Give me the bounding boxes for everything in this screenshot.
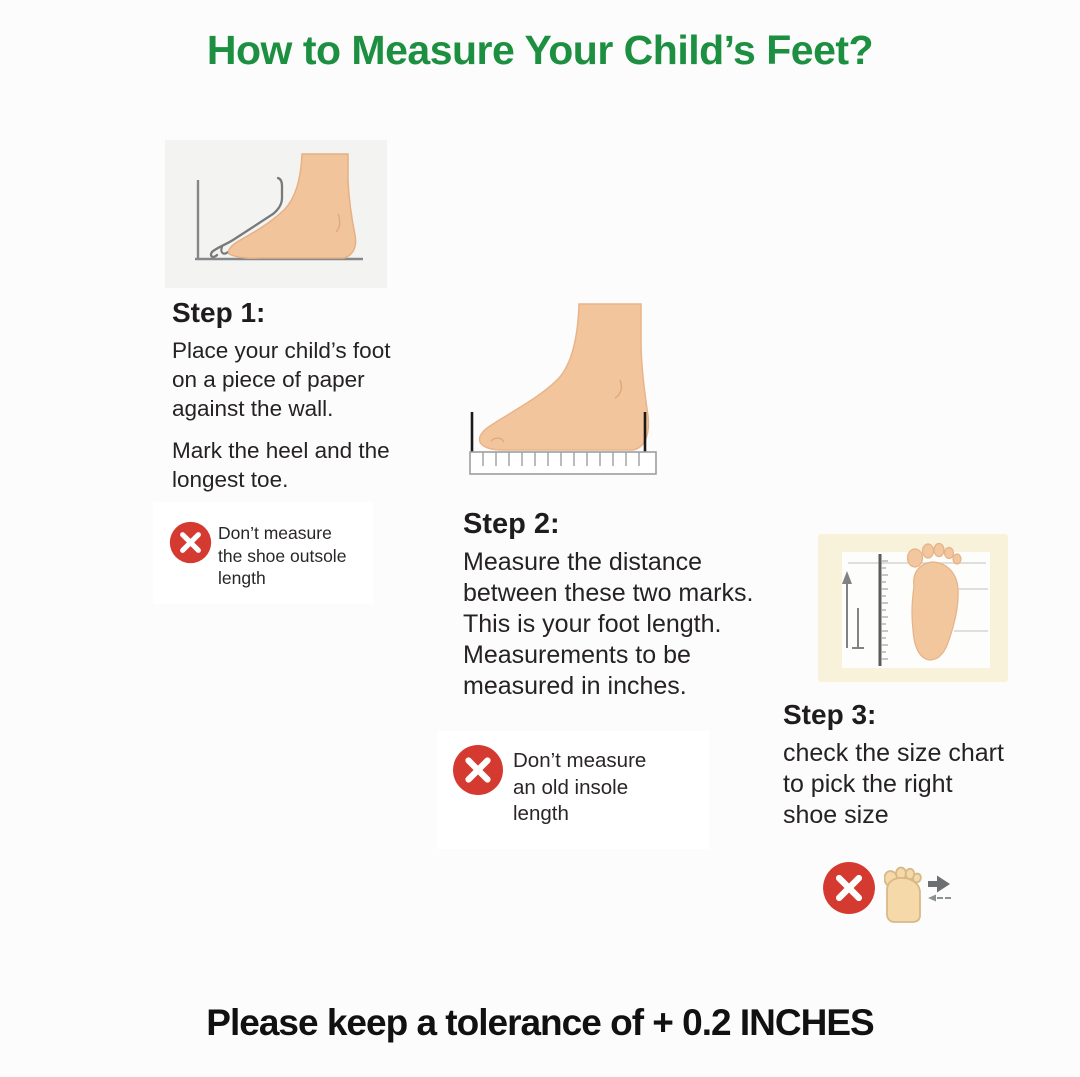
warning-text-block: Don’t measure the shoe outsole length xyxy=(218,523,347,588)
step1-illustration xyxy=(165,140,387,288)
step2-line: measured in inches. xyxy=(463,672,687,700)
step2-heading: Step 2: xyxy=(463,508,560,540)
step2-illustration xyxy=(455,300,705,478)
board-ruler-ticks xyxy=(882,560,888,660)
measure-arrow-icon xyxy=(842,571,864,649)
foot-on-ruler-icon xyxy=(469,303,657,475)
tolerance-note: Please keep a tolerance of + 0.2 INCHES xyxy=(206,1002,874,1043)
warning-shoe-outsole: Don’t measure the shoe outsole length xyxy=(153,502,373,604)
warning-old-insole: Don’t measure an old insole length xyxy=(437,731,709,849)
step2-line: between these two marks. xyxy=(463,579,754,607)
page-title: How to Measure Your Child’s Feet? xyxy=(206,27,874,73)
foot-side-shape xyxy=(227,153,357,259)
step1-line: Place your child’s foot xyxy=(172,338,391,363)
red-cross-icon xyxy=(822,861,876,915)
step3-line: to pick the right xyxy=(783,770,953,798)
fit-arrows-icon xyxy=(927,874,953,904)
step1-text-block: Step 1: Place your child’s foot on a pie… xyxy=(172,296,390,494)
foot-trace-outline xyxy=(209,176,284,259)
ruler-ticks xyxy=(482,452,640,466)
red-cross-icon xyxy=(452,744,504,796)
footprint-shape xyxy=(906,542,962,661)
step2-text-block: Step 2: Measure the distance between the… xyxy=(463,506,753,702)
step1-line: on a piece of paper xyxy=(172,367,365,392)
foot-top-view-icon xyxy=(884,866,922,923)
step2-line: Measure the distance xyxy=(463,548,703,576)
step1-line: Mark the heel and the xyxy=(172,438,390,463)
foot-side-shape xyxy=(478,303,650,451)
step3-heading: Step 3: xyxy=(783,699,877,730)
red-cross-icon xyxy=(169,521,212,564)
step1-line: longest toe. xyxy=(172,467,289,492)
warning-text-block: Don’t measure an old insole length xyxy=(513,749,647,825)
step2-line: This is your foot length. xyxy=(463,610,722,638)
step3-illustration xyxy=(818,534,1008,682)
step1-heading: Step 1: xyxy=(172,297,266,328)
step3-text-block: Step 3: check the size chart to pick the… xyxy=(783,698,1004,831)
ruler xyxy=(469,451,657,475)
foot-against-wall-icon xyxy=(165,140,387,288)
step3-line: shoe size xyxy=(783,801,889,829)
warning-no-extra-space xyxy=(822,861,992,931)
step2-line: Measurements to be xyxy=(463,641,691,669)
step1-line: against the wall. xyxy=(172,396,334,421)
foot-measuring-board-icon xyxy=(818,534,1008,682)
step3-line: check the size chart xyxy=(783,739,1004,767)
